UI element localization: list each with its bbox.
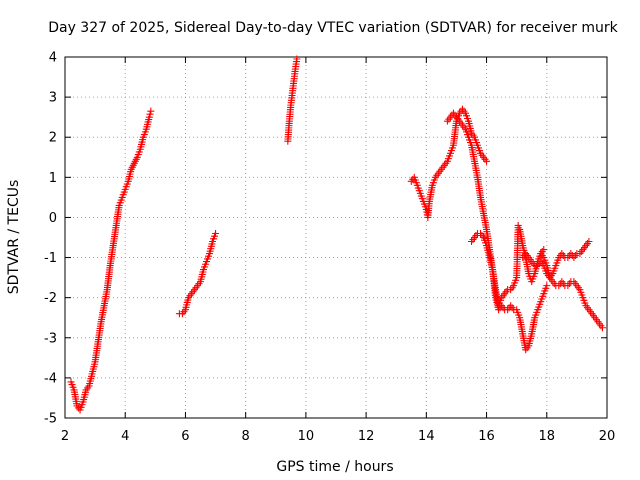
x-tick-label: 10 — [298, 429, 315, 444]
data-point — [483, 157, 491, 165]
data-point — [212, 229, 220, 237]
x-tick-label: 12 — [358, 429, 375, 444]
x-tick-label: 4 — [121, 429, 129, 444]
data-point — [293, 55, 301, 63]
y-tick-label: -3 — [44, 331, 57, 346]
y-tick-label: -5 — [44, 412, 57, 427]
data-point-interp — [146, 110, 154, 118]
data-point — [585, 238, 593, 246]
y-axis-ticks: 4 3 2 1 0 -1 -2 -3 -4 -5 — [44, 51, 607, 427]
series-segment-4b — [443, 109, 551, 354]
y-axis-label: SDTVAR / TECUs — [6, 180, 22, 295]
data-point — [514, 221, 522, 229]
y-tick-label: 0 — [49, 211, 57, 226]
data-point — [145, 113, 153, 121]
series-segment-1 — [67, 107, 155, 414]
data-point — [543, 282, 551, 290]
x-tick-label: 2 — [61, 429, 69, 444]
y-tick-label: 2 — [49, 131, 57, 146]
grid — [65, 57, 607, 418]
data-point — [540, 246, 548, 254]
x-tick-label: 20 — [599, 429, 616, 444]
y-tick-label: -2 — [44, 291, 57, 306]
y-tick-label: 3 — [49, 91, 57, 106]
x-tick-label: 14 — [418, 429, 435, 444]
chart-title: Day 327 of 2025, Sidereal Day-to-day VTE… — [48, 20, 618, 36]
data-point — [598, 324, 606, 332]
x-tick-label: 6 — [181, 429, 189, 444]
y-tick-label: -4 — [44, 371, 57, 386]
data-points — [67, 55, 606, 414]
y-tick-label: 1 — [49, 171, 57, 186]
data-point — [147, 107, 155, 115]
series-segment-4e — [537, 250, 606, 332]
x-tick-label: 18 — [539, 429, 556, 444]
y-tick-label: -1 — [44, 251, 57, 266]
series-segment-2 — [175, 229, 220, 318]
x-tick-label: 8 — [242, 429, 250, 444]
series-segment-3 — [284, 55, 301, 145]
x-tick-label: 16 — [478, 429, 495, 444]
x-axis-ticks: 2 4 6 8 10 12 14 16 18 20 — [61, 57, 615, 444]
y-tick-label: 4 — [49, 51, 57, 66]
plot-frame — [64, 56, 608, 419]
x-axis-label: GPS time / hours — [276, 459, 393, 475]
